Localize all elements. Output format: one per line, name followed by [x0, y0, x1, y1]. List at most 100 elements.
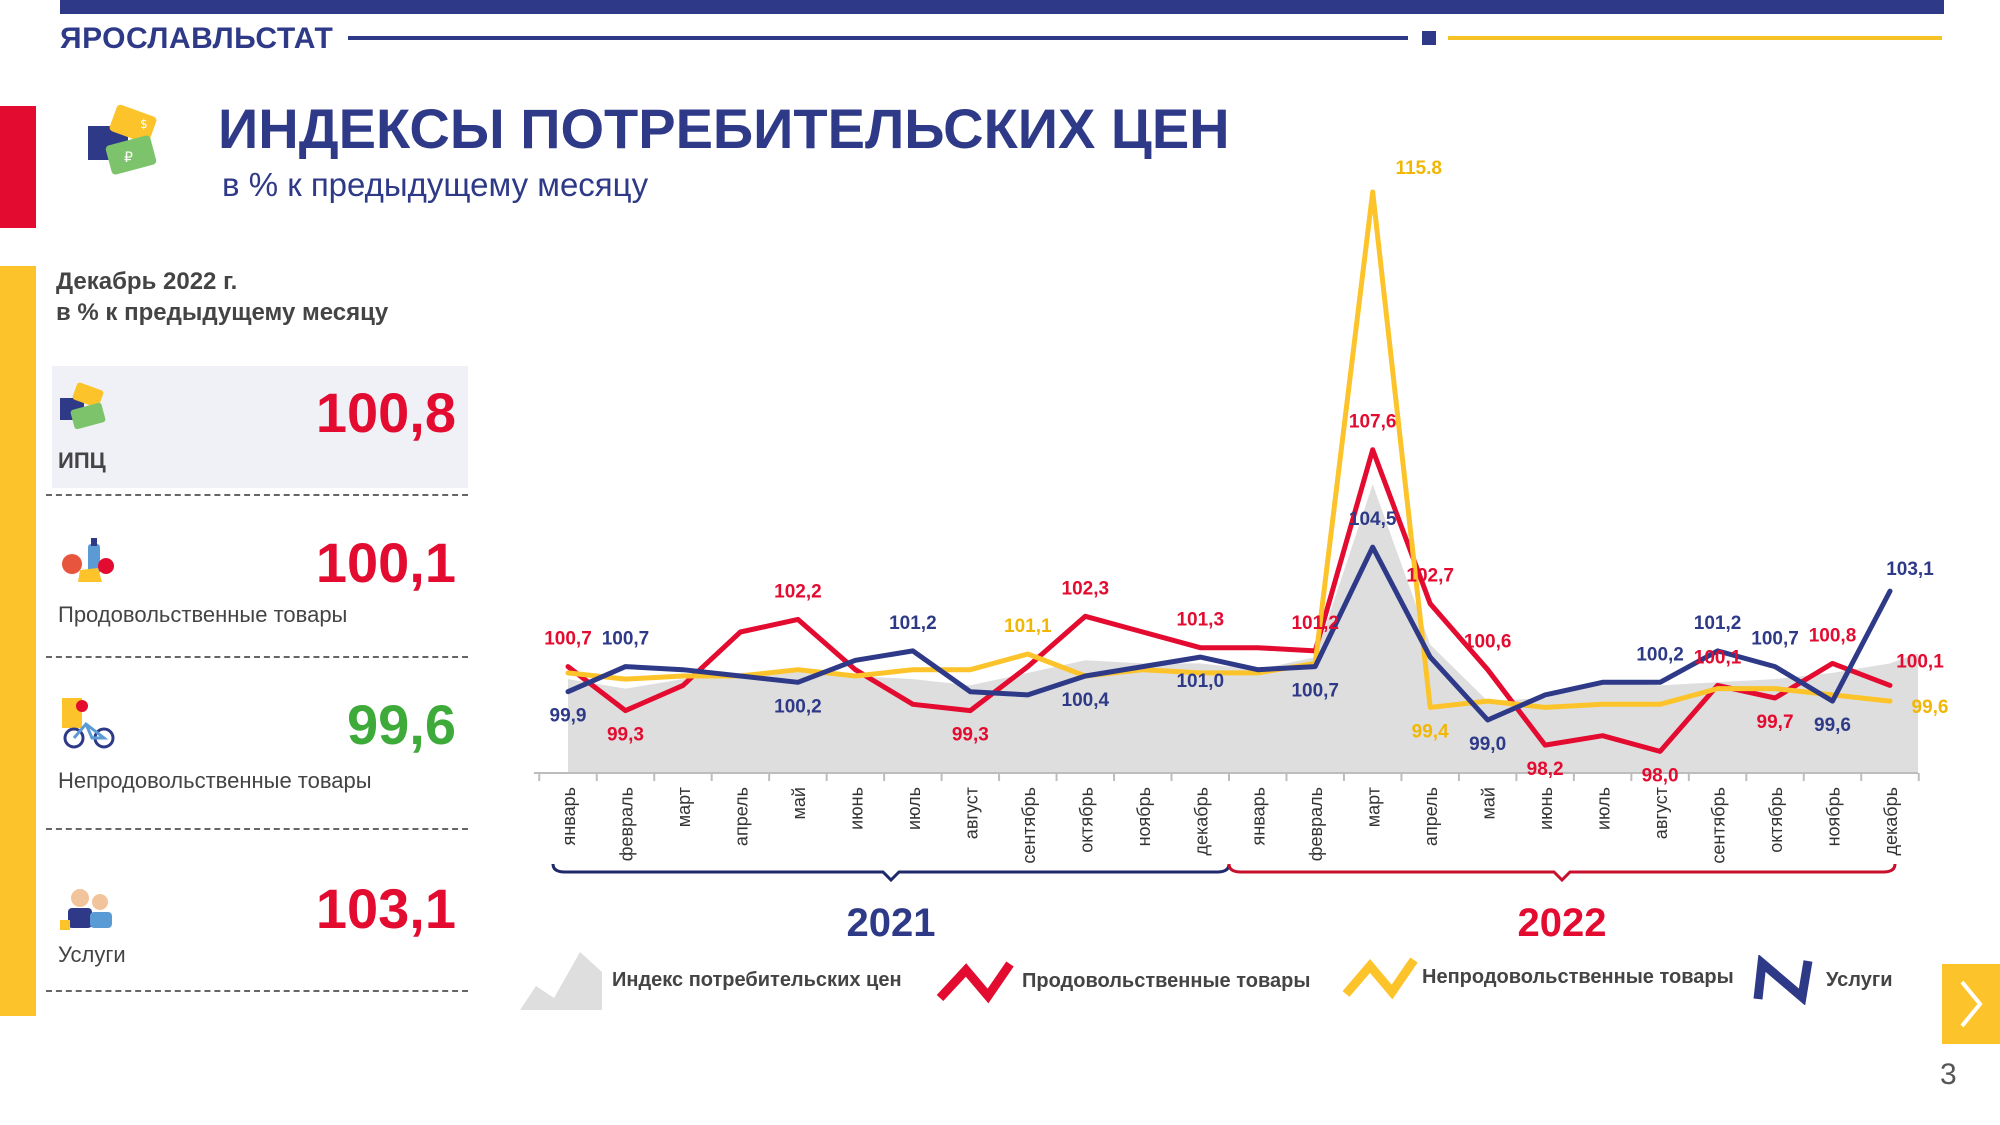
legend-swatch-nonfood	[1342, 957, 1418, 1000]
data-label: 99,3	[952, 725, 989, 746]
x-tick-label: июнь	[1536, 787, 1556, 830]
card-food-value: 100,1	[315, 531, 456, 594]
data-label: 100,4	[1062, 690, 1110, 711]
data-label: 100,7	[602, 629, 650, 650]
data-label: 103,1	[1886, 559, 1934, 580]
header-top-bar	[60, 0, 1944, 14]
bicycle-icon	[62, 698, 115, 749]
legend-food: Продовольственные товары	[934, 956, 1310, 1006]
data-label: 99,6	[1912, 697, 1949, 718]
data-label: 100,2	[774, 696, 822, 717]
data-label: 101,1	[1004, 616, 1052, 637]
panel-heading: Декабрь 2022 г. в % к предыдущему месяцу	[56, 266, 388, 328]
x-tick-label: ноябрь	[1134, 787, 1154, 846]
data-label: 100,2	[1636, 644, 1684, 665]
year-label-2021: 2021	[847, 901, 936, 945]
data-label: 99,6	[1814, 715, 1851, 736]
card-nonfood-label: Непродовольственные товары	[58, 768, 372, 793]
panel-heading-period: Декабрь 2022 г.	[56, 268, 238, 295]
data-label: 100,7	[544, 629, 592, 650]
card-cpi-label: ИПЦ	[58, 448, 106, 473]
legend-swatch-services	[1753, 955, 1813, 1005]
year-label-2022: 2022	[1518, 901, 1607, 945]
x-tick-label: май	[789, 787, 809, 819]
data-label: 99,0	[1469, 734, 1506, 755]
x-tick-label: март	[674, 787, 694, 827]
data-label: 100,7	[1291, 681, 1339, 702]
card-food-label: Продовольственные товары	[58, 602, 348, 627]
header-divider-blue	[348, 36, 1408, 40]
data-label: 100,7	[1751, 629, 1799, 650]
divider	[46, 656, 468, 658]
x-tick-label: сентябрь	[1019, 787, 1039, 864]
series-cpi-area	[568, 484, 1890, 773]
svg-text:$: $	[140, 117, 148, 131]
data-label: 100,1	[1694, 647, 1742, 668]
legend-services: Услуги	[1752, 955, 1893, 1005]
x-tick-label: ноябрь	[1824, 787, 1844, 846]
legend-nonfood-label: Непродовольственные товары	[1422, 965, 1734, 988]
page-number: 3	[1940, 1058, 1957, 1091]
legend-nonfood: Непродовольственные товары	[1340, 952, 1734, 1002]
data-label: 102,2	[774, 581, 822, 602]
data-label: 101,3	[1176, 610, 1224, 631]
data-label: 104,5	[1349, 509, 1397, 530]
x-tick-label: август	[961, 787, 981, 839]
chevron-right-icon	[1960, 980, 1983, 1028]
next-slide-button[interactable]	[1942, 964, 2000, 1044]
card-nonfood: 99,6 Непродовольственные товары	[52, 678, 468, 800]
x-tick-label: сентябрь	[1709, 787, 1729, 864]
header-divider-yellow	[1448, 36, 1942, 40]
data-label: 101,2	[1291, 613, 1339, 634]
data-label: 99,9	[550, 706, 587, 727]
data-label: 98,2	[1527, 759, 1564, 780]
data-label: 101,2	[1694, 613, 1742, 634]
x-tick-label: июнь	[846, 787, 866, 830]
data-label: 99,4	[1412, 721, 1449, 742]
data-label: 102,3	[1062, 578, 1110, 599]
x-tick-label: октябрь	[1076, 787, 1096, 853]
x-tick-label: июль	[1594, 787, 1614, 830]
legend-cpi-label: Индекс потребительских цен	[612, 968, 902, 991]
x-tick-label: декабрь	[1191, 787, 1211, 856]
x-tick-label: апрель	[731, 787, 751, 846]
data-label: 107,6	[1349, 412, 1397, 433]
card-services: 103,1 Услуги	[52, 862, 468, 984]
x-tick-label: январь	[1249, 787, 1269, 845]
data-label: 115.8	[1395, 158, 1442, 179]
divider	[46, 828, 468, 830]
x-tick-label: август	[1651, 787, 1671, 839]
divider	[46, 494, 468, 496]
data-label: 98,0	[1642, 765, 1679, 786]
x-tick-label: май	[1479, 787, 1499, 819]
series-nonfood-line	[565, 189, 1893, 710]
accent-bar-red	[0, 106, 36, 228]
data-label: 99,7	[1757, 712, 1794, 733]
data-label: 101,0	[1176, 671, 1224, 692]
card-food: 100,1 Продовольственные товары	[52, 516, 468, 638]
panel-heading-unit: в % к предыдущему месяцу	[56, 299, 389, 326]
data-label: 100,1	[1896, 651, 1944, 672]
price-tags-icon: ₽ $	[88, 104, 157, 175]
legend-swatch-area	[520, 952, 602, 1010]
x-tick-label: январь	[559, 787, 579, 845]
data-label: 102,7	[1406, 566, 1454, 587]
data-label: 101,2	[889, 613, 937, 634]
data-label: 100,6	[1464, 632, 1512, 653]
x-tick-label: февраль	[616, 787, 636, 861]
x-tick-label: декабрь	[1881, 787, 1901, 856]
card-cpi-value: 100,8	[315, 381, 456, 444]
card-services-label: Услуги	[58, 942, 126, 967]
data-label: 99,3	[607, 725, 644, 746]
series-services-line	[565, 544, 1893, 723]
series-cpi-area-tail	[1890, 653, 1918, 773]
divider	[46, 990, 468, 992]
services-icon	[60, 889, 112, 930]
year-brace-2021	[551, 863, 1231, 883]
page-subtitle: в % к предыдущему месяцу	[222, 166, 649, 203]
series-food-line	[565, 447, 1893, 754]
accent-bar-yellow	[0, 266, 36, 1016]
card-nonfood-value: 99,6	[347, 693, 456, 756]
legend-food-label: Продовольственные товары	[1022, 969, 1311, 992]
